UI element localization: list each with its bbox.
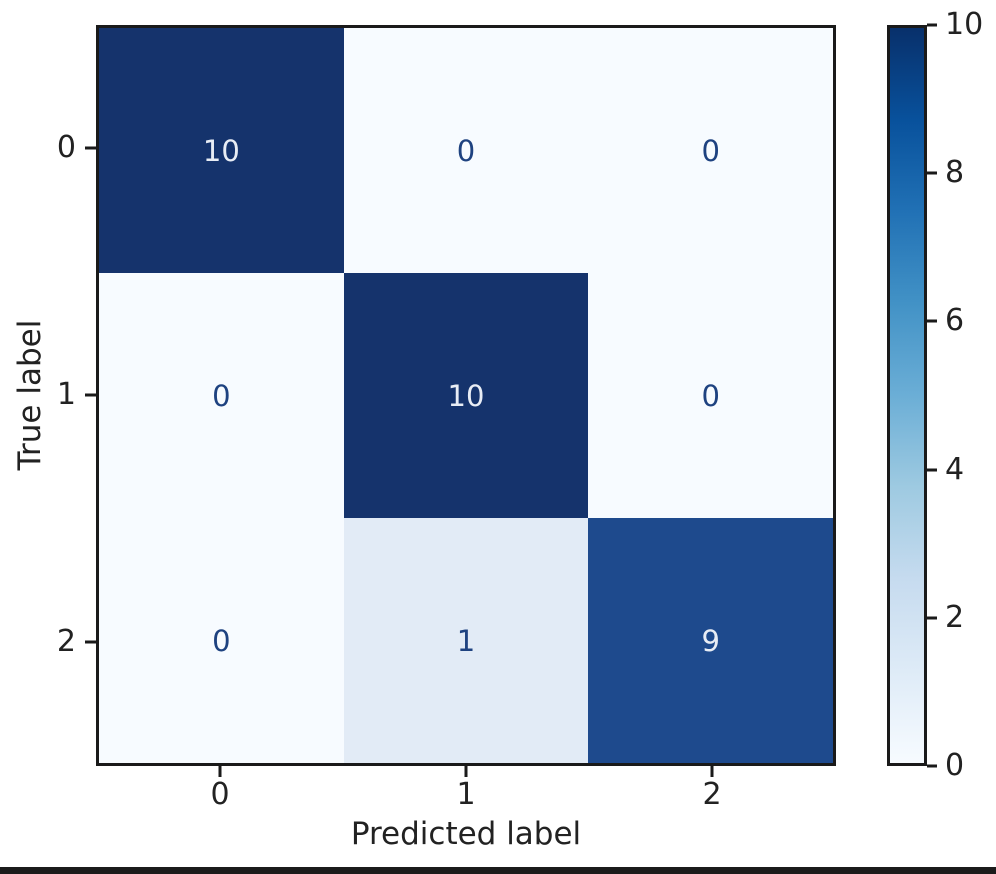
colorbar-tick-mark-2 <box>927 616 937 620</box>
colorbar-tick-mark-0 <box>927 764 937 768</box>
colorbar-tick-label-4: 4 <box>945 452 965 487</box>
heatmap-plot-area: 10 0 0 0 10 0 0 1 9 <box>96 25 836 766</box>
x-tick-mark-0 <box>218 766 222 777</box>
colorbar-tick-label-8: 8 <box>945 155 965 190</box>
y-tick-mark-1 <box>85 393 96 397</box>
window-bottom-edge <box>0 867 996 874</box>
matrix-cell-r2c2: 9 <box>588 518 833 763</box>
colorbar-tick-mark-4 <box>927 468 937 472</box>
colorbar-tick-mark-10 <box>927 23 937 27</box>
x-tick-mark-2 <box>710 766 714 777</box>
x-tick-label-1: 1 <box>456 777 476 812</box>
matrix-cell-r0c2: 0 <box>588 28 833 273</box>
colorbar-tick-mark-8 <box>927 171 937 175</box>
matrix-cell-r0c0: 10 <box>99 28 344 273</box>
colorbar-tick-mark-6 <box>927 319 937 323</box>
matrix-cell-r1c2: 0 <box>588 273 833 518</box>
matrix-cell-r2c1: 1 <box>343 518 589 763</box>
colorbar-tick-label-2: 2 <box>945 600 965 635</box>
colorbar-gradient <box>887 25 927 766</box>
colorbar-tick-label-6: 6 <box>945 303 965 338</box>
matrix-cell-r1c0: 0 <box>99 273 344 518</box>
y-tick-mark-2 <box>85 640 96 644</box>
y-tick-label-1: 1 <box>56 377 76 412</box>
matrix-cell-r2c0: 0 <box>99 518 344 763</box>
colorbar-tick-label-10: 10 <box>945 7 984 42</box>
x-tick-mark-1 <box>464 766 468 777</box>
y-tick-label-0: 0 <box>56 130 76 165</box>
x-tick-label-0: 0 <box>210 777 230 812</box>
y-tick-label-2: 2 <box>56 624 76 659</box>
y-tick-mark-0 <box>85 146 96 150</box>
colorbar-tick-label-0: 0 <box>945 748 965 783</box>
matrix-cell-r1c1: 10 <box>343 273 589 518</box>
y-axis-label: True label <box>12 319 48 471</box>
x-axis-label: Predicted label <box>350 816 582 852</box>
x-tick-label-2: 2 <box>702 777 722 812</box>
matrix-cell-r0c1: 0 <box>343 28 589 273</box>
